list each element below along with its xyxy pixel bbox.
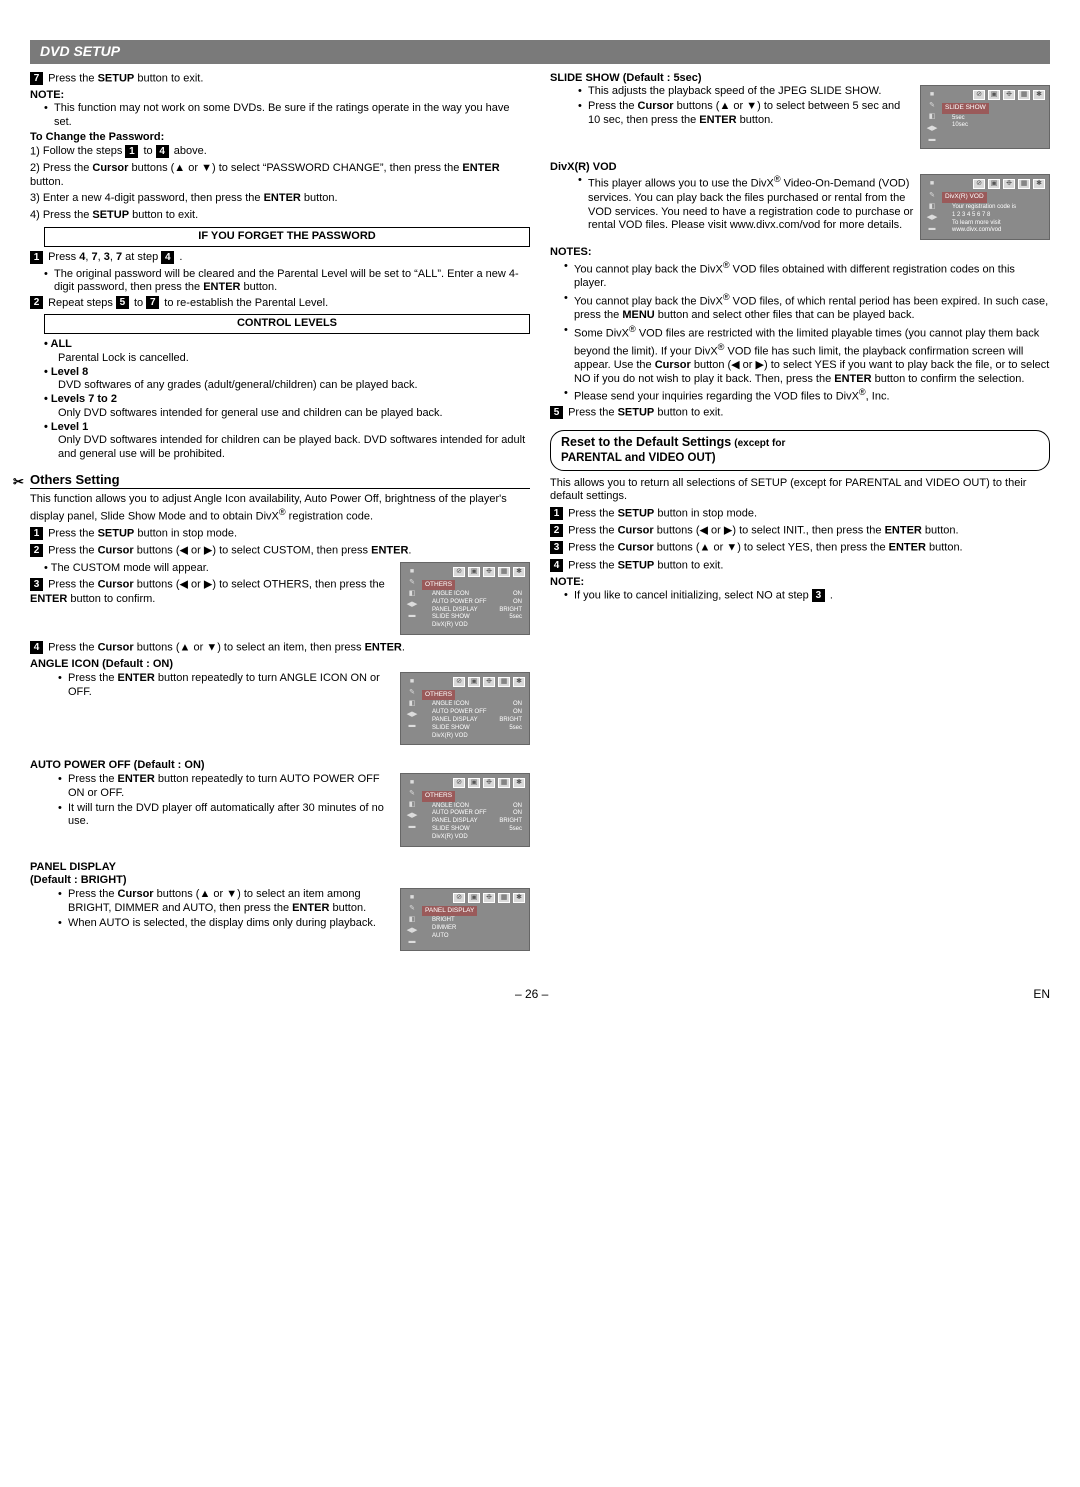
angle-row: •Press the ENTER button repeatedly to tu… bbox=[30, 672, 530, 751]
r4: 4 Press the SETUP button to exit. bbox=[550, 559, 1050, 573]
note-bullet: •This function may not work on some DVDs… bbox=[44, 102, 530, 130]
lang: EN bbox=[1033, 987, 1050, 1002]
o2b-row: • The CUSTOM mode will appear. 3 Press t… bbox=[30, 562, 530, 641]
o3: 3 Press the Cursor buttons (◀ or ▶) to s… bbox=[30, 578, 394, 606]
divx-title: DivX(R) VOD bbox=[550, 161, 1050, 175]
page-number: – 26 – bbox=[515, 987, 548, 1002]
cp-1: 1) Follow the steps 1 to 4 above. bbox=[30, 145, 530, 159]
panel-row: •Press the Cursor buttons (▲ or ▼) to se… bbox=[30, 888, 530, 957]
step-7-text: Press the SETUP button to exit. bbox=[48, 72, 203, 84]
forgot-1b: •The original password will be cleared a… bbox=[44, 268, 530, 296]
o4: 4 Press the Cursor buttons (▲ or ▼) to s… bbox=[30, 641, 530, 655]
o2: 2 Press the Cursor buttons (◀ or ▶) to s… bbox=[30, 544, 530, 558]
left-column: 7 Press the SETUP button to exit. NOTE: … bbox=[30, 72, 530, 958]
thumb-rows: ANGLE ICONONAUTO POWER OFFONPANEL DISPLA… bbox=[422, 591, 525, 630]
forgot-box: IF YOU FORGET THE PASSWORD bbox=[44, 227, 530, 247]
note-text: This function may not work on some DVDs.… bbox=[54, 102, 530, 130]
cp-2: 2) Press the Cursor buttons (▲ or ▼) to … bbox=[30, 162, 530, 190]
control-box: CONTROL LEVELS bbox=[44, 314, 530, 334]
forgot-1: 1 Press 4, 7, 3, 7 at step 4 . bbox=[30, 251, 530, 265]
right-column: SLIDE SHOW (Default : 5sec) •This adjust… bbox=[550, 72, 1050, 958]
o2b: • The CUSTOM mode will appear. bbox=[44, 562, 394, 576]
note-label: NOTE: bbox=[30, 89, 530, 103]
step-7: 7 Press the SETUP button to exit. bbox=[30, 72, 530, 86]
reset-intro: This allows you to return all selections… bbox=[550, 477, 1050, 505]
angle-title: ANGLE ICON (Default : ON) bbox=[30, 658, 530, 672]
change-pwd-title: To Change the Password: bbox=[30, 131, 530, 145]
footer: – 26 – EN bbox=[30, 987, 1050, 1002]
r2: 2 Press the Cursor buttons (◀ or ▶) to s… bbox=[550, 524, 1050, 538]
notes-label: NOTES: bbox=[550, 246, 1050, 260]
dvd-setup-header: DVD SETUP bbox=[30, 40, 1050, 64]
others-heading: Others Setting bbox=[30, 472, 530, 489]
divx-row: •This player allows you to use the DivX®… bbox=[550, 174, 1050, 246]
auto-title: AUTO POWER OFF (Default : ON) bbox=[30, 759, 530, 773]
menu-thumb-4: ■✎◧◀▶▬ ⊘▣❉▦✱ PANEL DISPLAY BRIGHTDIMMERA… bbox=[400, 888, 530, 951]
panel-title: PANEL DISPLAY(Default : BRIGHT) bbox=[30, 861, 530, 889]
menu-thumb-2: ■✎◧◀▶▬ ⊘▣❉▦✱ OTHERS ANGLE ICONONAUTO POW… bbox=[400, 672, 530, 745]
slide-title: SLIDE SHOW (Default : 5sec) bbox=[550, 72, 1050, 86]
others-intro: This function allows you to adjust Angle… bbox=[30, 493, 530, 524]
slide-row: •This adjusts the playback speed of the … bbox=[550, 85, 1050, 154]
menu-thumb-5: ■✎◧◀▶▬ ⊘▣❉▦✱ SLIDE SHOW 5sec10sec bbox=[920, 85, 1050, 148]
o1: 1 Press the SETUP button in stop mode. bbox=[30, 527, 530, 541]
auto-row: •Press the ENTER button repeatedly to tu… bbox=[30, 773, 530, 852]
cp-3: 3) Enter a new 4-digit password, then pr… bbox=[30, 192, 530, 206]
notes-list: •You cannot play back the DivX® VOD file… bbox=[564, 260, 1050, 405]
r1: 1 Press the SETUP button in stop mode. bbox=[550, 507, 1050, 521]
reset-note-label: NOTE: bbox=[550, 576, 1050, 590]
menu-thumb-6: ■✎◧◀▶▬ ⊘▣❉▦✱ DivX(R) VOD Your registrati… bbox=[920, 174, 1050, 240]
r3: 3 Press the Cursor buttons (▲ or ▼) to s… bbox=[550, 541, 1050, 555]
columns: 7 Press the SETUP button to exit. NOTE: … bbox=[30, 72, 1050, 958]
reset-note: •If you like to cancel initializing, sel… bbox=[564, 589, 1050, 603]
levels-block: • ALL Parental Lock is cancelled. • Leve… bbox=[44, 338, 530, 462]
s5: 5 Press the SETUP button to exit. bbox=[550, 406, 1050, 420]
menu-thumb-3: ■✎◧◀▶▬ ⊘▣❉▦✱ OTHERS ANGLE ICONONAUTO POW… bbox=[400, 773, 530, 846]
menu-thumb-1: ■✎◧◀▶▬ ⊘▣❉▦✱ OTHERS ANGLE ICONONAUTO POW… bbox=[400, 562, 530, 635]
reset-box: Reset to the Default Settings (except fo… bbox=[550, 430, 1050, 471]
cp-4: 4) Press the SETUP button to exit. bbox=[30, 209, 530, 223]
forgot-2: 2 Repeat steps 5 to 7 to re-establish th… bbox=[30, 296, 530, 310]
